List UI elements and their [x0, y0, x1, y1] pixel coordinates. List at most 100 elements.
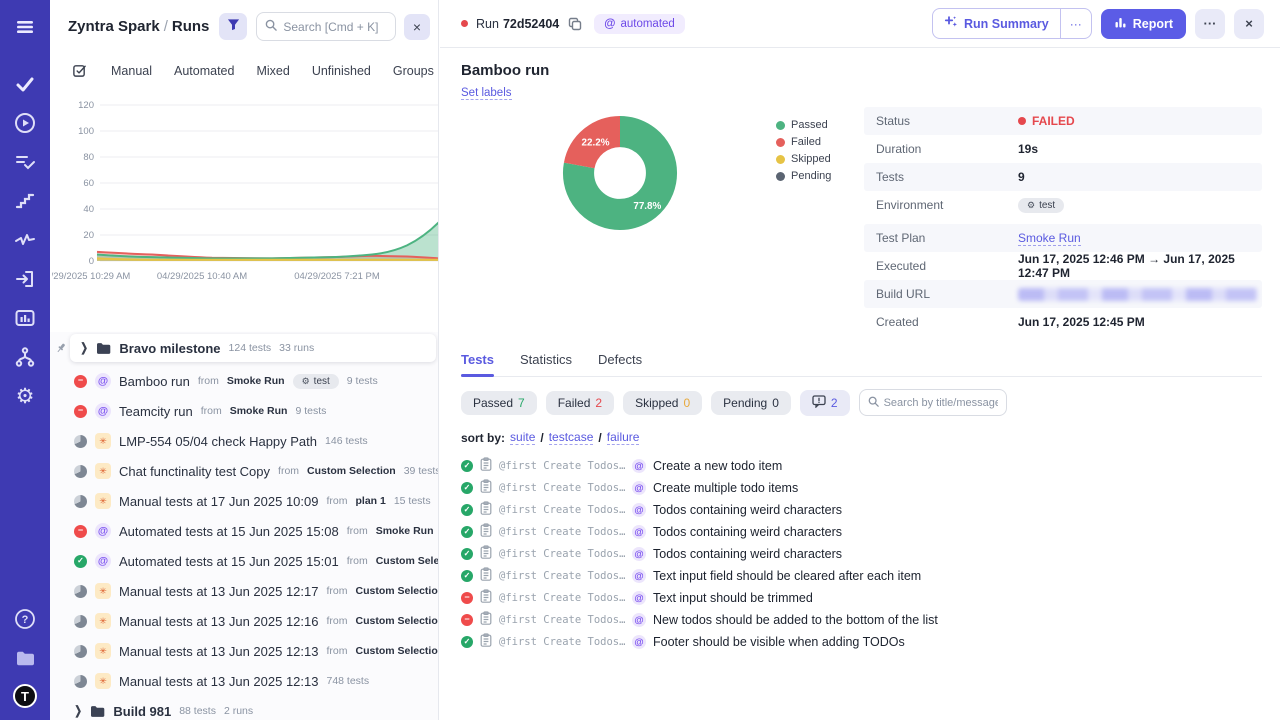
test-row[interactable]: @first Create Todos… Todos containing we…: [461, 521, 1262, 543]
runs-filter-tabs: Manual Automated Mixed Unfinished Groups: [50, 63, 438, 78]
folder-icon: [96, 342, 111, 355]
detail-row-tests: Tests 9: [864, 163, 1262, 191]
unfinished-status-icon: [74, 435, 87, 448]
run-summary-more-button[interactable]: ···: [1060, 9, 1091, 38]
logo[interactable]: T: [13, 684, 37, 708]
run-row[interactable]: Manual tests at 13 Jun 2025 12:13 748 te…: [50, 666, 438, 696]
sign-in-icon[interactable]: [12, 266, 38, 292]
test-title: Text input field should be cleared after…: [653, 569, 921, 583]
test-row[interactable]: @first Create Todos… Create multiple tod…: [461, 477, 1262, 499]
automated-test-icon: [632, 569, 646, 583]
runs-search-input[interactable]: [283, 20, 387, 34]
filter-button[interactable]: [219, 13, 247, 40]
chevron-right-icon[interactable]: ❯: [74, 704, 82, 717]
group-row[interactable]: ❯ Build 981 88 tests 2 runs: [50, 696, 438, 720]
tab-mixed[interactable]: Mixed: [256, 64, 289, 78]
panel-close-button[interactable]: ×: [404, 14, 430, 40]
run-row[interactable]: Manual tests at 13 Jun 2025 12:16 from C…: [50, 606, 438, 636]
copy-icon[interactable]: [568, 17, 582, 31]
failed-status-icon: [461, 592, 473, 604]
sort-by-testcase-link[interactable]: testcase: [549, 430, 594, 445]
run-row[interactable]: LMP-554 05/04 check Happy Path 146 tests: [50, 426, 438, 456]
run-row[interactable]: Chat functinality test Copy from Custom …: [50, 456, 438, 486]
tab-manual[interactable]: Manual: [111, 64, 152, 78]
gear-icon: ⚙: [302, 376, 310, 387]
test-plan-link[interactable]: Smoke Run: [1018, 231, 1081, 246]
automated-badge[interactable]: @ automated: [594, 14, 685, 34]
env-tag[interactable]: ⚙test: [293, 374, 339, 389]
skipped-filter-chip[interactable]: Skipped0: [623, 391, 702, 415]
sort-by-suite-link[interactable]: suite: [510, 430, 535, 445]
test-row[interactable]: @first Create Todos… Text input field sh…: [461, 565, 1262, 587]
breadcrumb-project[interactable]: Zyntra Spark: [68, 18, 160, 35]
run-row[interactable]: Manual tests at 13 Jun 2025 12:17 from C…: [50, 576, 438, 606]
tab-unfinished[interactable]: Unfinished: [312, 64, 371, 78]
check-icon[interactable]: [12, 71, 38, 97]
test-row[interactable]: @first Create Todos… Create a new todo i…: [461, 455, 1262, 477]
gear-icon: ⚙: [1027, 200, 1035, 211]
run-row[interactable]: Bamboo run from Smoke Run ⚙test 9 tests: [50, 366, 438, 396]
run-row[interactable]: Teamcity run from Smoke Run 9 tests: [50, 396, 438, 426]
pending-filter-chip[interactable]: Pending0: [711, 391, 791, 415]
tests-search-input[interactable]: [884, 397, 998, 409]
tab-defects[interactable]: Defects: [598, 352, 642, 367]
automated-run-icon: [95, 523, 111, 539]
chevron-right-icon[interactable]: ❯: [80, 341, 88, 354]
env-tag[interactable]: ⚙test: [1018, 198, 1064, 213]
tab-statistics[interactable]: Statistics: [520, 352, 572, 367]
gear-icon[interactable]: ⚙: [12, 383, 38, 409]
from-label: from: [326, 615, 347, 627]
run-summary-button[interactable]: Run Summary: [933, 9, 1060, 38]
branch-icon[interactable]: [12, 344, 38, 370]
select-all-icon[interactable]: [72, 63, 87, 78]
pin-icon[interactable]: [55, 341, 67, 359]
run-row[interactable]: Automated tests at 15 Jun 2025 15:08 fro…: [50, 516, 438, 546]
test-row[interactable]: @first Create Todos… Todos containing we…: [461, 543, 1262, 565]
test-row[interactable]: @first Create Todos… Text input should b…: [461, 587, 1262, 609]
tab-tests[interactable]: Tests: [461, 352, 494, 367]
passed-filter-chip[interactable]: Passed7: [461, 391, 537, 415]
run-details-table: Status FAILED Duration 19s Tests 9 Envir…: [864, 107, 1262, 336]
test-row[interactable]: @first Create Todos… New todos should be…: [461, 609, 1262, 631]
result-filter-chips: Passed7 Failed2 Skipped0 Pending0 2: [461, 389, 1262, 416]
run-row[interactable]: Automated tests at 15 Jun 2025 15:01 fro…: [50, 546, 438, 576]
run-detail-body: Bamboo run Set labels 22.2% 77.8% Passed…: [440, 48, 1280, 653]
milestone-row[interactable]: ❯ Bravo milestone 124 tests 33 runs: [70, 334, 436, 362]
test-row[interactable]: @first Create Todos… Footer should be vi…: [461, 631, 1262, 653]
folder-icon: [90, 705, 105, 718]
runs-panel: Zyntra Spark/Runs × Manual Automated Mix…: [50, 0, 439, 720]
set-labels-link[interactable]: Set labels: [461, 87, 512, 100]
list-check-icon[interactable]: [12, 149, 38, 175]
steps-icon[interactable]: [12, 188, 38, 214]
bar-chart-icon[interactable]: [12, 305, 38, 331]
sort-by-failure-link[interactable]: failure: [607, 430, 640, 445]
run-detail-panel: Run 72d52404 @ automated Run Summary ···…: [440, 0, 1280, 720]
failed-status-icon: [74, 525, 87, 538]
help-icon[interactable]: ?: [12, 606, 38, 632]
tests-search[interactable]: [859, 389, 1007, 416]
play-circle-icon[interactable]: [12, 110, 38, 136]
build-url-redacted[interactable]: [1018, 288, 1258, 301]
test-suite: @first Create Todos…: [499, 570, 625, 582]
menu-icon[interactable]: [12, 14, 38, 40]
manual-run-icon: [95, 463, 111, 479]
pulse-icon[interactable]: [12, 227, 38, 253]
run-row[interactable]: Manual tests at 17 Jun 2025 10:09 from p…: [50, 486, 438, 516]
run-row[interactable]: Manual tests at 13 Jun 2025 12:13 from C…: [50, 636, 438, 666]
tab-groups[interactable]: Groups: [393, 64, 434, 78]
close-run-button[interactable]: ×: [1234, 9, 1264, 39]
test-row[interactable]: @first Create Todos… Todos containing we…: [461, 499, 1262, 521]
tab-automated[interactable]: Automated: [174, 64, 234, 78]
comments-filter-chip[interactable]: 2: [800, 390, 850, 416]
from-label: from: [347, 555, 368, 567]
clipboard-icon: [480, 611, 492, 630]
test-suite: @first Create Todos…: [499, 548, 625, 560]
runs-search[interactable]: [256, 12, 396, 41]
folder-icon[interactable]: [12, 645, 38, 671]
failed-filter-chip[interactable]: Failed2: [546, 391, 614, 415]
report-button[interactable]: Report: [1101, 9, 1186, 39]
run-name: Teamcity run: [119, 404, 193, 419]
svg-text:?: ?: [22, 614, 29, 626]
automated-test-icon: [632, 591, 646, 605]
more-actions-button[interactable]: ···: [1195, 9, 1225, 39]
